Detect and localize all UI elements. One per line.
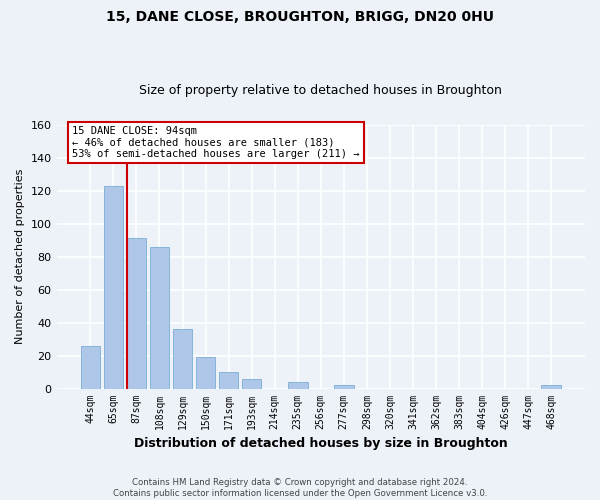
Bar	[196, 357, 215, 388]
Bar	[242, 378, 262, 388]
Text: 15 DANE CLOSE: 94sqm
← 46% of detached houses are smaller (183)
53% of semi-deta: 15 DANE CLOSE: 94sqm ← 46% of detached h…	[73, 126, 360, 159]
Text: 15, DANE CLOSE, BROUGHTON, BRIGG, DN20 0HU: 15, DANE CLOSE, BROUGHTON, BRIGG, DN20 0…	[106, 10, 494, 24]
Bar	[127, 238, 146, 388]
Bar	[149, 246, 169, 388]
Bar	[219, 372, 238, 388]
Title: Size of property relative to detached houses in Broughton: Size of property relative to detached ho…	[139, 84, 502, 97]
Y-axis label: Number of detached properties: Number of detached properties	[15, 169, 25, 344]
Bar	[80, 346, 100, 389]
Bar	[288, 382, 308, 388]
Bar	[541, 386, 561, 388]
Bar	[334, 386, 353, 388]
Bar	[104, 186, 123, 388]
Text: Contains HM Land Registry data © Crown copyright and database right 2024.
Contai: Contains HM Land Registry data © Crown c…	[113, 478, 487, 498]
X-axis label: Distribution of detached houses by size in Broughton: Distribution of detached houses by size …	[134, 437, 508, 450]
Bar	[173, 329, 193, 388]
